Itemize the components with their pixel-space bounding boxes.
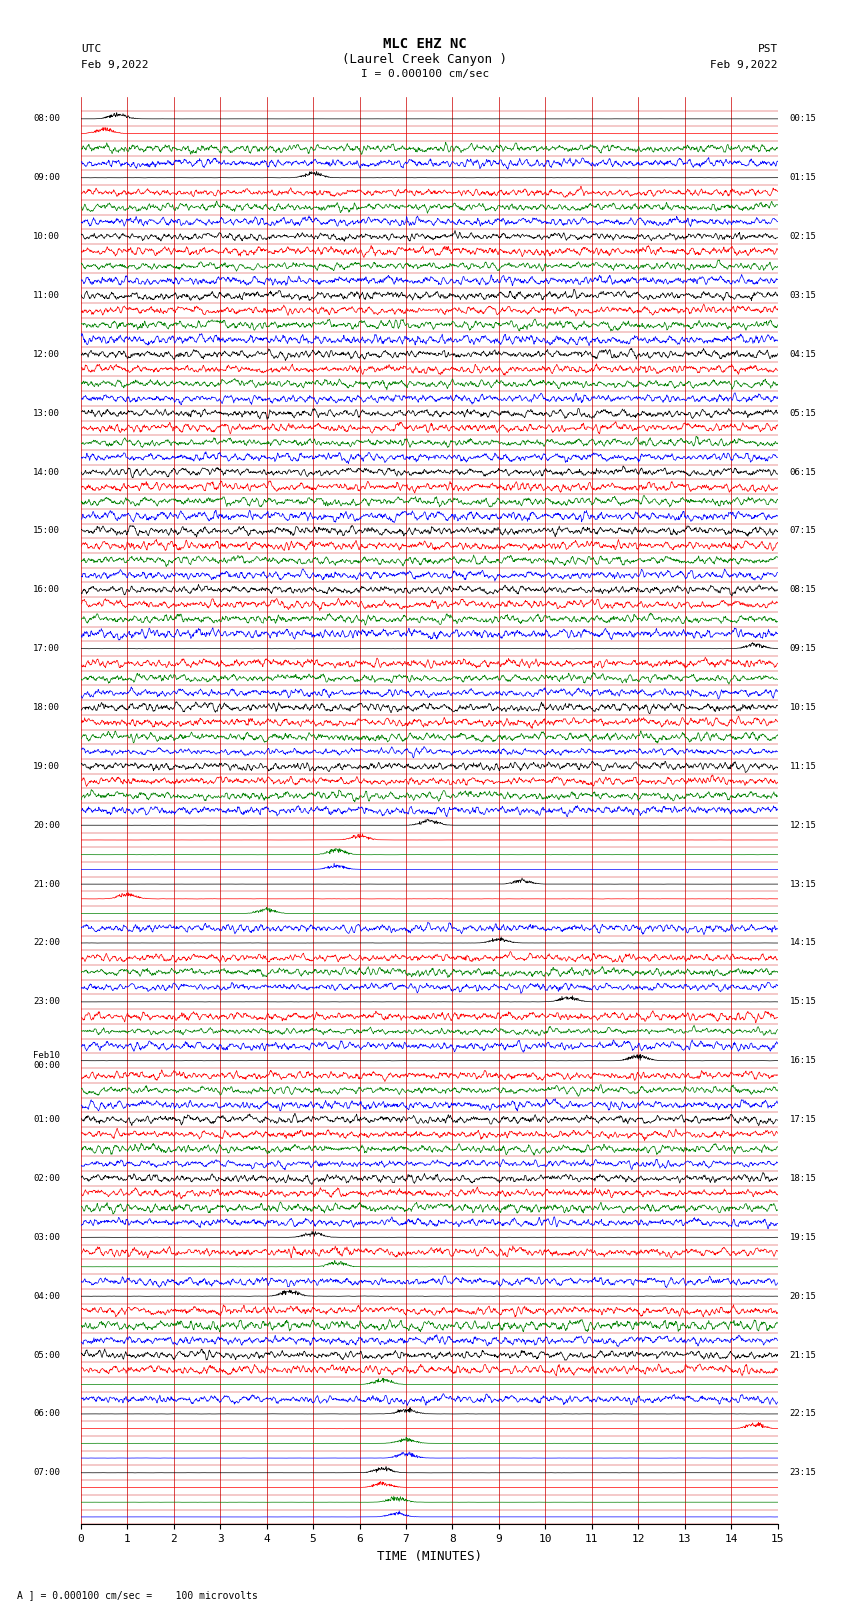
- Text: 16:00: 16:00: [33, 586, 60, 594]
- Text: 09:15: 09:15: [790, 644, 816, 653]
- Text: 02:15: 02:15: [790, 232, 816, 240]
- Text: MLC EHZ NC: MLC EHZ NC: [383, 37, 467, 52]
- Text: 19:15: 19:15: [790, 1232, 816, 1242]
- Text: 05:00: 05:00: [33, 1350, 60, 1360]
- Text: 06:00: 06:00: [33, 1410, 60, 1418]
- Text: 22:00: 22:00: [33, 939, 60, 947]
- Text: 18:15: 18:15: [790, 1174, 816, 1182]
- Text: 07:00: 07:00: [33, 1468, 60, 1478]
- Text: 23:00: 23:00: [33, 997, 60, 1007]
- Text: 07:15: 07:15: [790, 526, 816, 536]
- Text: 23:15: 23:15: [790, 1468, 816, 1478]
- Text: 16:15: 16:15: [790, 1057, 816, 1065]
- Text: I = 0.000100 cm/sec: I = 0.000100 cm/sec: [361, 69, 489, 79]
- Text: 03:15: 03:15: [790, 290, 816, 300]
- Text: 21:15: 21:15: [790, 1350, 816, 1360]
- Text: 13:15: 13:15: [790, 879, 816, 889]
- Text: 21:00: 21:00: [33, 879, 60, 889]
- Text: 17:00: 17:00: [33, 644, 60, 653]
- Text: 20:15: 20:15: [790, 1292, 816, 1300]
- Text: Feb 9,2022: Feb 9,2022: [711, 60, 778, 69]
- Text: 11:00: 11:00: [33, 290, 60, 300]
- Text: 08:15: 08:15: [790, 586, 816, 594]
- Text: 20:00: 20:00: [33, 821, 60, 829]
- Text: 04:00: 04:00: [33, 1292, 60, 1300]
- X-axis label: TIME (MINUTES): TIME (MINUTES): [377, 1550, 482, 1563]
- Text: 10:15: 10:15: [790, 703, 816, 711]
- Text: 11:15: 11:15: [790, 761, 816, 771]
- Text: 10:00: 10:00: [33, 232, 60, 240]
- Text: 22:15: 22:15: [790, 1410, 816, 1418]
- Text: 00:15: 00:15: [790, 115, 816, 123]
- Text: Feb 9,2022: Feb 9,2022: [81, 60, 148, 69]
- Text: 05:15: 05:15: [790, 408, 816, 418]
- Text: 03:00: 03:00: [33, 1232, 60, 1242]
- Text: 08:00: 08:00: [33, 115, 60, 123]
- Text: (Laurel Creek Canyon ): (Laurel Creek Canyon ): [343, 53, 507, 66]
- Text: 09:00: 09:00: [33, 173, 60, 182]
- Text: 18:00: 18:00: [33, 703, 60, 711]
- Text: 12:15: 12:15: [790, 821, 816, 829]
- Text: 15:00: 15:00: [33, 526, 60, 536]
- Text: 15:15: 15:15: [790, 997, 816, 1007]
- Text: UTC: UTC: [81, 44, 101, 53]
- Text: 12:00: 12:00: [33, 350, 60, 358]
- Text: 13:00: 13:00: [33, 408, 60, 418]
- Text: PST: PST: [757, 44, 778, 53]
- Text: 01:15: 01:15: [790, 173, 816, 182]
- Text: 06:15: 06:15: [790, 468, 816, 476]
- Text: 02:00: 02:00: [33, 1174, 60, 1182]
- Text: 19:00: 19:00: [33, 761, 60, 771]
- Text: 14:15: 14:15: [790, 939, 816, 947]
- Text: 14:00: 14:00: [33, 468, 60, 476]
- Text: Feb10
00:00: Feb10 00:00: [33, 1052, 60, 1071]
- Text: 17:15: 17:15: [790, 1115, 816, 1124]
- Text: 04:15: 04:15: [790, 350, 816, 358]
- Text: 01:00: 01:00: [33, 1115, 60, 1124]
- Text: A ] = 0.000100 cm/sec =    100 microvolts: A ] = 0.000100 cm/sec = 100 microvolts: [17, 1590, 258, 1600]
